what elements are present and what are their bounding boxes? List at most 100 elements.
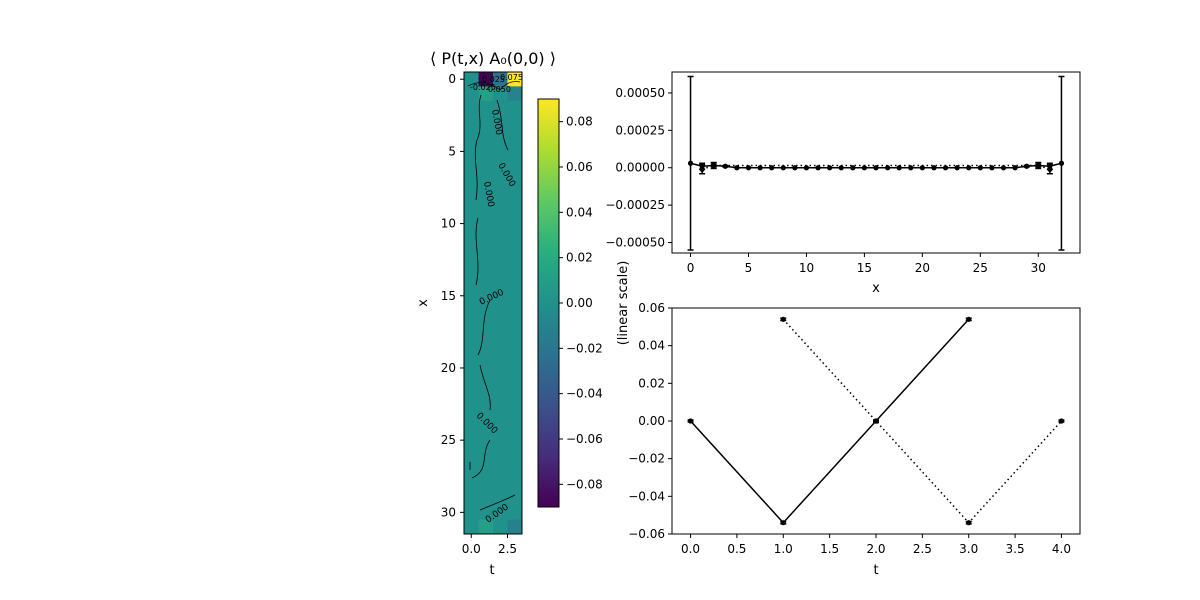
contour-line <box>471 439 491 479</box>
bottom-plot: 0.0 0.5 1.0 1.5 2.0 2.5 3.0 3.5 4.0 0.06 0.04 0.02 0… <box>616 261 1081 578</box>
data-point <box>1058 418 1065 424</box>
heatmap-panel: ⟨ P(t,x) A₀(0,0) ⟩ 0.000 0.000 0.000 0.0… <box>416 49 556 578</box>
contour-label: 0.000 <box>489 109 503 136</box>
top-plot: 0 5 10 15 20 25 30 0.00050 0.00025 0.00000 −0.0002… <box>605 71 1081 296</box>
data-point <box>827 165 833 171</box>
x-tick-label: 20 <box>915 261 930 275</box>
heatmap-title: ⟨ P(t,x) A₀(0,0) ⟩ <box>430 49 556 68</box>
y-tick-label: 0.00000 <box>615 161 665 175</box>
colorbar-gradient <box>537 98 560 508</box>
y-tick-label: −0.00050 <box>605 236 665 250</box>
contour-label: 0.000 <box>481 181 495 208</box>
colorbar-ticks: 0.08 0.06 0.04 0.02 0.00 −0.02 −0.04 −0.06 −0.08 <box>559 115 603 491</box>
contour-label: 0.025 <box>482 75 505 84</box>
x-tick-label: 25 <box>973 261 988 275</box>
data-point <box>908 165 914 171</box>
data-point <box>977 165 983 171</box>
y-tick-label: 0.04 <box>638 339 665 353</box>
top-plot-xlabel: x <box>872 281 880 296</box>
heatmap-cell <box>507 72 522 87</box>
y-tick-label: −0.06 <box>628 527 665 541</box>
x-tick-label: 0 <box>687 261 695 275</box>
data-point <box>780 165 786 171</box>
x-tick-label: 0.0 <box>462 542 481 556</box>
data-point <box>815 165 821 171</box>
contour-label: 0.050 <box>488 85 511 94</box>
colorbar-tick-label: −0.06 <box>566 432 603 446</box>
contour-label: -0.025 <box>470 83 496 92</box>
x-tick-label: 30 <box>1031 261 1046 275</box>
series-line-dotted <box>701 164 1051 170</box>
data-point <box>757 165 763 171</box>
data-point <box>884 165 891 171</box>
heatmap-cell <box>493 72 508 87</box>
data-point <box>954 165 960 171</box>
y-tick-label: 30 <box>441 505 456 519</box>
data-point <box>966 520 972 526</box>
x-tick-label: 4.0 <box>1052 542 1071 556</box>
data-point <box>873 165 879 171</box>
data-point <box>838 165 844 171</box>
y-tick-label: 0.00050 <box>615 86 665 100</box>
data-point <box>687 418 694 424</box>
x-tick-label: 5 <box>745 261 753 275</box>
x-tick-label: 2.5 <box>913 542 932 556</box>
contour-line <box>479 364 491 411</box>
heatmap-cell <box>507 519 522 534</box>
colorbar-tick-label: 0.00 <box>566 296 593 310</box>
data-point <box>873 418 879 424</box>
data-point <box>1058 160 1065 166</box>
heatmap-background <box>464 72 522 534</box>
y-tick-label: 5 <box>448 144 456 158</box>
top-plot-frame <box>671 71 1081 254</box>
data-point <box>861 165 868 171</box>
contour-line <box>496 99 509 151</box>
data-point <box>942 165 949 171</box>
x-tick-label: 10 <box>799 261 814 275</box>
y-tick-label: 15 <box>441 289 456 303</box>
data-point <box>919 165 925 171</box>
y-tick-label: −0.04 <box>628 489 665 503</box>
x-tick-label: 1.0 <box>774 542 793 556</box>
bottom-plot-ylabel: (linear scale) <box>616 261 631 346</box>
contour-line <box>475 217 479 286</box>
data-point <box>1035 162 1041 169</box>
data-point <box>803 165 810 171</box>
x-tick-label: 2.5 <box>498 542 517 556</box>
data-point <box>1000 165 1007 171</box>
x-tick-label: 1.5 <box>820 542 839 556</box>
x-tick-label: 3.0 <box>959 542 978 556</box>
data-point <box>989 165 995 171</box>
contour-line <box>477 299 491 356</box>
bottom-plot-series <box>687 316 1065 526</box>
x-tick-label: 15 <box>857 261 872 275</box>
y-tick-label: 0.02 <box>638 376 665 390</box>
heatmap-contours <box>467 81 521 511</box>
x-tick-label: 0.0 <box>681 542 700 556</box>
contour-line <box>467 81 521 91</box>
heatmap-cell <box>478 86 493 101</box>
y-tick-label: −0.00025 <box>605 198 665 212</box>
data-point <box>699 166 705 172</box>
data-point <box>687 160 694 166</box>
y-tick-label: 10 <box>441 217 456 231</box>
y-tick-label: −0.02 <box>628 452 665 466</box>
y-tick-label: 20 <box>441 361 456 375</box>
y-tick-label: 25 <box>441 433 456 447</box>
heatmap-xlabel: t <box>489 563 494 578</box>
heatmap-cell <box>507 86 522 101</box>
data-point <box>792 165 798 171</box>
data-point <box>769 165 775 171</box>
contour-line <box>479 494 516 511</box>
series-line-dotted <box>782 318 1063 524</box>
heatmap-ylabel: x <box>416 299 431 307</box>
bottom-plot-axes: 0.0 0.5 1.0 1.5 2.0 2.5 3.0 3.5 4.0 0.06 0.04 0.02 0… <box>628 301 1071 556</box>
data-point <box>734 165 740 171</box>
colorbar-tick-label: 0.04 <box>566 205 593 219</box>
colorbar-tick-label: 0.02 <box>566 251 593 265</box>
top-plot-axes: 0 5 10 15 20 25 30 0.00050 0.00025 0.00000 −0.0002… <box>605 86 1046 275</box>
data-point <box>966 165 972 171</box>
colorbar-tick-label: 0.06 <box>566 160 593 174</box>
y-tick-label: 0 <box>448 72 456 86</box>
contour-line <box>474 94 482 201</box>
